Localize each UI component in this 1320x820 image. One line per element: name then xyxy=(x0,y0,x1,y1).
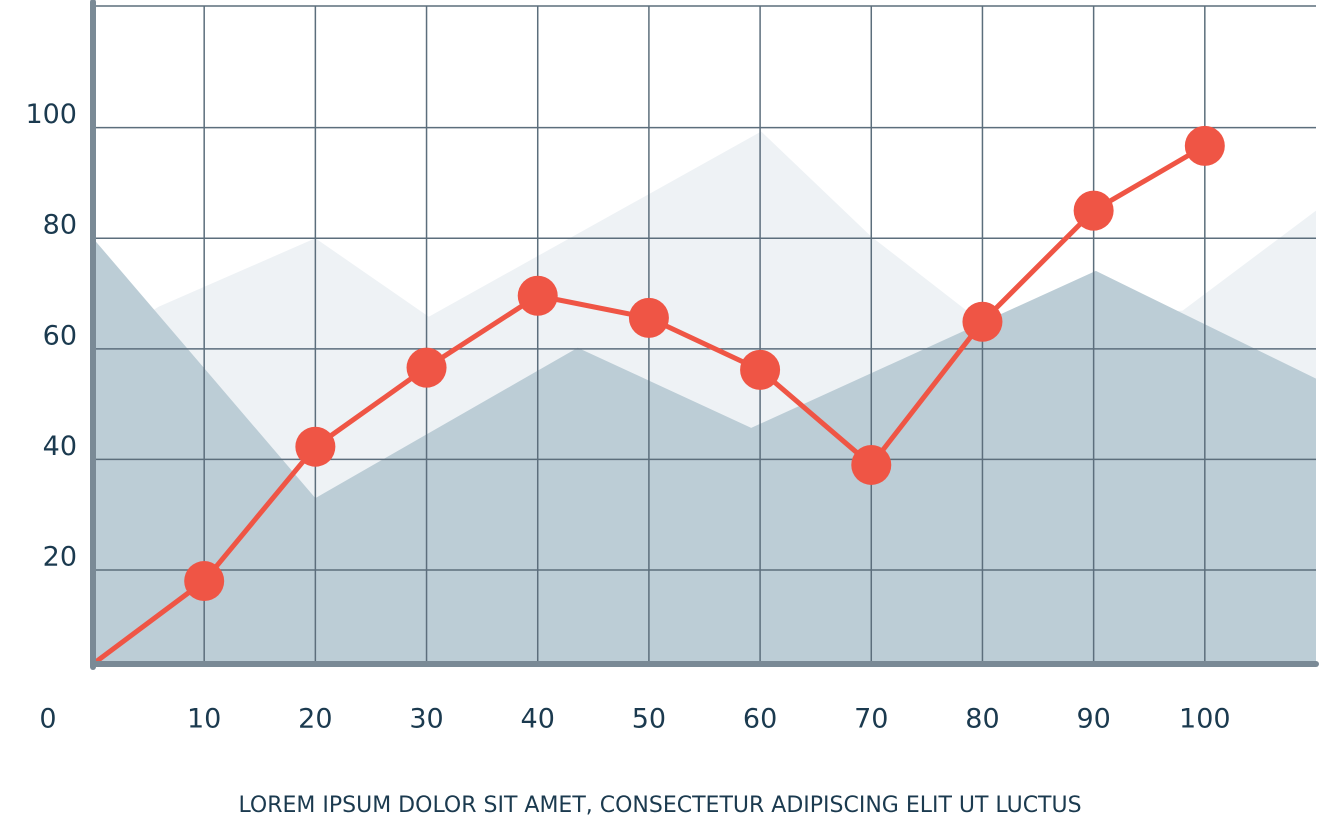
point xyxy=(1073,190,1114,231)
x-tick-label: 100 xyxy=(1179,704,1231,735)
layer xyxy=(93,131,1316,665)
point xyxy=(962,301,1003,342)
point xyxy=(628,297,669,338)
point xyxy=(1184,125,1225,166)
x-tick-label: 80 xyxy=(965,704,999,735)
x-tick-label: 30 xyxy=(409,704,443,735)
point xyxy=(851,444,892,485)
y-tick-label: 20 xyxy=(43,542,77,573)
point xyxy=(406,347,447,388)
x-tick-label: 10 xyxy=(187,704,221,735)
point xyxy=(295,426,336,467)
layer xyxy=(93,5,1316,664)
point xyxy=(740,349,781,390)
x-tick-label: 40 xyxy=(521,704,555,735)
x-tick-label: 20 xyxy=(298,704,332,735)
y-tick-label: 80 xyxy=(43,210,77,241)
y-tick-label: 100 xyxy=(25,99,77,130)
y-tick-label: 40 xyxy=(43,431,77,462)
x-tick-label: 90 xyxy=(1076,704,1110,735)
x-tick-label: 0 xyxy=(39,704,56,735)
caption: LOREM IPSUM DOLOR SIT AMET, CONSECTETUR … xyxy=(238,793,1081,818)
area xyxy=(93,238,1316,664)
x-tick-label: 60 xyxy=(743,704,777,735)
y-tick-label: 60 xyxy=(43,320,77,351)
layer: 20 40 60 80 100 0 10 20 30 40 50 60 70 80 90 100 xyxy=(25,0,1319,735)
x-tick-label: 70 xyxy=(854,704,888,735)
point xyxy=(517,275,558,316)
x-tick-label: 50 xyxy=(632,704,666,735)
point xyxy=(184,561,225,602)
